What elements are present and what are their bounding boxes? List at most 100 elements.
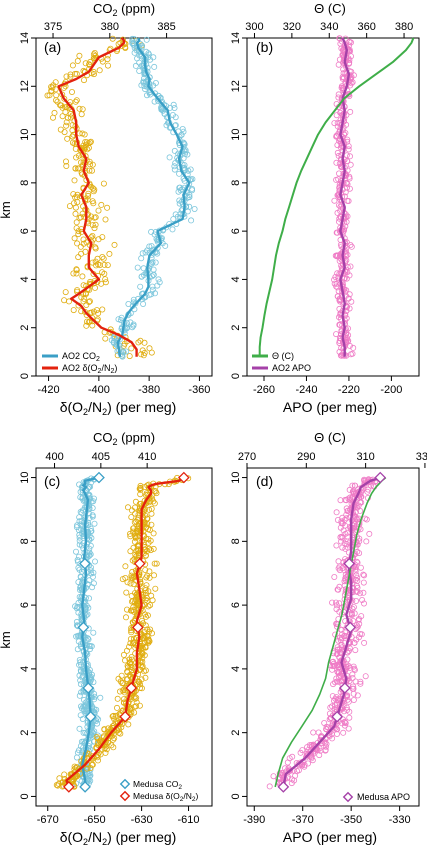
apo-data-point: [336, 305, 343, 312]
apo-data-point: [335, 670, 342, 677]
o2n2-data-point: [138, 685, 145, 692]
o2n2-data-point: [130, 635, 137, 642]
co2-data-point: [146, 291, 153, 298]
y-tick-label: 2: [19, 325, 31, 331]
x-top-tick-label: 290: [297, 451, 315, 463]
apo-data-point: [316, 752, 323, 759]
panel-d: (d) Θ (C) APO (per meg) -390 -370 -350 -330…: [230, 430, 427, 845]
co2-data-point: [77, 743, 84, 750]
o2n2-data-point: [130, 619, 137, 626]
apo-data-point: [350, 697, 357, 704]
o2n2-data-point: [134, 516, 141, 523]
medusa-o2n2-flask: [131, 621, 144, 634]
o2n2-data-point: [128, 629, 135, 636]
apo-data-point: [292, 772, 299, 779]
apo-data-point: [329, 663, 336, 670]
co2-data-point: [161, 110, 168, 117]
o2n2-data-point: [63, 158, 70, 165]
apo-data-point: [352, 482, 359, 489]
apo-data-point: [360, 600, 367, 607]
o2n2-data-point: [61, 297, 68, 304]
panel-d-axes: -390 -370 -350 -330 270 290 310 330 0 2 4 6 8 10: [230, 451, 427, 826]
apo-data-point: [352, 576, 359, 583]
o2n2-data-point: [124, 647, 131, 654]
legend-label-ao2-o2n2: AO2 δ(O2/N2): [62, 363, 117, 375]
o2n2-data-point: [125, 504, 132, 511]
medusa-o2n2-flask: [177, 471, 190, 484]
co2-data-point: [94, 720, 101, 727]
x-bottom-tick-label: -220: [338, 384, 360, 396]
apo-data-point: [333, 229, 340, 236]
co2-data-point: [155, 276, 162, 283]
co2-data-point: [151, 290, 158, 297]
o2n2-data-point: [73, 270, 80, 277]
o2n2-data-point: [99, 58, 106, 65]
x-bottom-tick-label: -400: [88, 384, 110, 396]
o2n2-data-point: [132, 598, 139, 605]
o2n2-data-point: [100, 255, 107, 262]
o2n2-data-point: [75, 228, 82, 235]
co2-data-point: [127, 319, 134, 326]
o2n2-data-point: [148, 630, 155, 637]
panel-a: (a) CO2 (ppm) δ(O2/N2) (per meg) km -420…: [0, 1, 213, 417]
o2n2-data-point: [138, 617, 145, 624]
o2n2-data-point: [150, 545, 157, 552]
apo-data-point: [334, 270, 341, 277]
apo-data-point: [336, 257, 343, 264]
co2-data-point: [142, 249, 149, 256]
co2-data-point: [88, 570, 95, 577]
apo-data-point: [352, 647, 359, 654]
o2n2-data-point: [134, 529, 141, 536]
apo-data-point: [339, 720, 346, 727]
y-tick-label: 0: [230, 373, 242, 379]
apo-data-point: [345, 146, 352, 153]
o2n2-data-point: [137, 662, 144, 669]
y-tick-label: 6: [230, 228, 242, 234]
o2n2-data-point: [90, 188, 97, 195]
apo-data-point: [334, 284, 341, 291]
o2n2-data-point: [146, 568, 153, 575]
o2n2-data-point: [73, 225, 80, 232]
co2-data-point: [77, 587, 84, 594]
x-top-tick-label: 385: [157, 21, 175, 33]
o2n2-data-point: [70, 270, 77, 277]
o2n2-data-point: [72, 165, 79, 172]
o2n2-data-point: [50, 114, 57, 121]
apo-data-point: [329, 666, 336, 673]
o2n2-data-point: [74, 191, 81, 198]
co2-data-point: [76, 518, 83, 525]
co2-data-point: [186, 203, 193, 210]
co2-data-point: [129, 35, 136, 42]
o2n2-data-point: [102, 276, 109, 283]
apo-data-point: [354, 692, 361, 699]
co2-data-point: [76, 531, 83, 538]
o2n2-data-point: [146, 506, 153, 513]
x-bottom-tick-label: -330: [389, 814, 411, 826]
o2n2-data-point: [132, 695, 139, 702]
o2n2-data-point: [76, 105, 83, 112]
x-top-tick-label: 340: [320, 21, 338, 33]
o2n2-data-point: [148, 510, 155, 517]
apo-data-point: [352, 678, 359, 685]
o2n2-data-point: [102, 749, 109, 756]
apo-data-point: [349, 79, 356, 86]
apo-data-point: [334, 517, 341, 524]
apo-data-point: [339, 74, 346, 81]
o2n2-data-point: [145, 603, 152, 610]
o2n2-data-point: [127, 548, 134, 555]
co2-data-point: [91, 693, 98, 700]
apo-data-point: [331, 705, 338, 712]
o2n2-data-point: [128, 664, 135, 671]
panel-d-frame: [246, 467, 420, 807]
apo-data-point: [333, 112, 340, 119]
x-bottom-tick-label: -670: [37, 814, 59, 826]
o2n2-data-point: [146, 527, 153, 534]
co2-data-point: [172, 159, 179, 166]
o2n2-data-point: [73, 70, 80, 77]
x-bottom-tick-label: -360: [188, 384, 210, 396]
apo-data-point: [353, 636, 360, 643]
o2n2-data-point: [119, 687, 126, 694]
apo-data-point: [340, 729, 347, 736]
apo-data-point: [347, 108, 354, 115]
o2n2-data-point: [79, 130, 86, 137]
